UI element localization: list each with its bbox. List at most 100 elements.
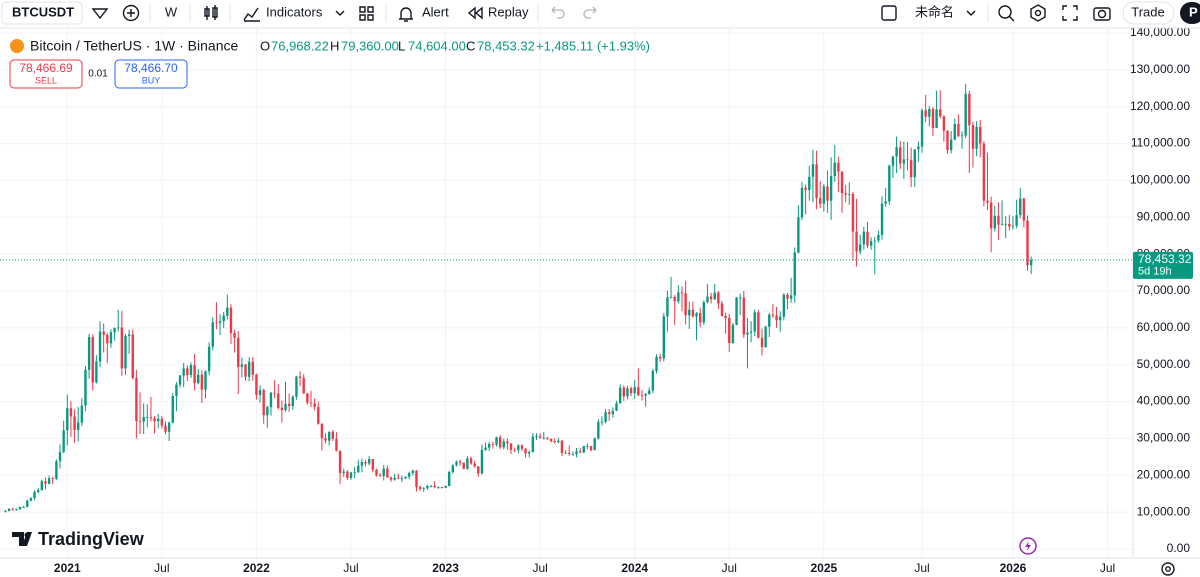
x-tick-label: Jul bbox=[914, 561, 929, 575]
fullscreen-icon[interactable] bbox=[1062, 5, 1078, 21]
trade-button-bg[interactable] bbox=[1122, 1, 1175, 25]
candle-body bbox=[269, 392, 273, 408]
candle-body bbox=[160, 418, 164, 426]
candle-body bbox=[251, 361, 254, 375]
candle-body bbox=[157, 418, 160, 422]
candle-body bbox=[11, 508, 14, 510]
candle-body bbox=[891, 156, 895, 166]
candle-body bbox=[517, 445, 520, 451]
indicators-icon[interactable] bbox=[243, 7, 260, 22]
layout-name[interactable]: 未命名 bbox=[915, 4, 954, 19]
symbol-search[interactable] bbox=[1, 1, 83, 25]
candle-body bbox=[138, 421, 142, 422]
candle-body bbox=[22, 506, 25, 508]
quick-search-icon[interactable] bbox=[998, 5, 1015, 22]
candle-body bbox=[971, 125, 975, 149]
candle-body bbox=[175, 384, 178, 397]
x-tick-label: Jul bbox=[343, 561, 358, 575]
profile-button[interactable]: P bbox=[1189, 4, 1198, 19]
y-tick-label: 70,000.00 bbox=[1137, 283, 1191, 297]
replay-icon[interactable] bbox=[467, 6, 483, 20]
candle-body bbox=[429, 485, 433, 487]
layouts-icon[interactable] bbox=[359, 6, 374, 21]
candle-body bbox=[193, 365, 196, 384]
symbol-title[interactable]: Bitcoin / TetherUS · 1W · Binance bbox=[30, 38, 238, 54]
y-tick-label: 60,000.00 bbox=[1137, 320, 1191, 334]
settings-icon[interactable] bbox=[1161, 562, 1175, 576]
ohlc-value: 76,968.22 bbox=[271, 38, 329, 53]
candle-body bbox=[557, 440, 560, 443]
candle-body bbox=[73, 416, 76, 430]
candle-body bbox=[218, 321, 222, 324]
lightning-button[interactable] bbox=[1019, 537, 1037, 555]
candle-body bbox=[302, 377, 305, 394]
candle-body bbox=[451, 465, 455, 472]
candle-body bbox=[848, 194, 851, 195]
candle-body bbox=[371, 459, 375, 470]
diamond-icon[interactable] bbox=[91, 8, 109, 20]
buy-label[interactable]: BUY bbox=[142, 75, 161, 85]
candle-body bbox=[273, 392, 276, 394]
chevron[interactable] bbox=[335, 10, 345, 16]
candle-body bbox=[768, 314, 771, 327]
compare-button[interactable] bbox=[122, 4, 140, 22]
candle-body bbox=[775, 315, 778, 321]
candle-body bbox=[491, 443, 495, 445]
replay-button[interactable]: Replay bbox=[488, 4, 529, 19]
candle-body bbox=[706, 296, 709, 303]
candle-body bbox=[571, 453, 575, 455]
buy-button[interactable]: 78,466.70 BUY bbox=[114, 59, 188, 89]
interval[interactable]: W bbox=[165, 4, 178, 19]
profile-button-bg[interactable] bbox=[1180, 2, 1200, 24]
candle-body bbox=[637, 387, 640, 396]
candle-body bbox=[884, 201, 887, 204]
chart-type-icon[interactable] bbox=[204, 5, 218, 20]
candle-body bbox=[364, 462, 367, 464]
sell-price[interactable]: 78,466.69 bbox=[19, 61, 73, 75]
candle-body bbox=[804, 187, 807, 191]
alert-icon[interactable] bbox=[399, 7, 413, 22]
candle-body bbox=[644, 394, 647, 396]
chevron[interactable] bbox=[966, 10, 976, 16]
candle-body bbox=[146, 417, 149, 418]
candle-body bbox=[724, 316, 727, 318]
layout-icon[interactable] bbox=[881, 5, 897, 21]
indicators-button[interactable]: Indicators bbox=[266, 4, 323, 19]
alert-button[interactable]: Alert bbox=[422, 4, 449, 19]
symbol-name[interactable]: BTCUSDT bbox=[12, 4, 74, 19]
buy-box[interactable] bbox=[114, 59, 188, 89]
sell-label[interactable]: SELL bbox=[35, 75, 57, 85]
toolbar-bg bbox=[0, 0, 1200, 28]
buy-price[interactable]: 78,466.70 bbox=[124, 61, 178, 75]
candle-body bbox=[851, 194, 855, 232]
trade-button[interactable]: Trade bbox=[1131, 4, 1164, 19]
candle-body bbox=[1019, 198, 1022, 216]
snapshot-icon[interactable] bbox=[1093, 7, 1111, 21]
candle-body bbox=[673, 296, 676, 302]
candle-body bbox=[964, 93, 967, 136]
sell-button[interactable]: 78,466.69 SELL bbox=[9, 59, 83, 89]
candle-body bbox=[342, 471, 345, 474]
candle-body bbox=[77, 422, 80, 430]
y-tick-label: 40,000.00 bbox=[1137, 394, 1191, 408]
candle-body bbox=[869, 241, 873, 246]
redo-icon[interactable] bbox=[583, 6, 597, 19]
candle-body bbox=[95, 361, 98, 383]
candle-body bbox=[484, 447, 487, 450]
countdown-label: 5d 19h bbox=[1138, 266, 1172, 278]
settings-button[interactable] bbox=[1030, 4, 1046, 22]
ohlc-value: 74,604.00 bbox=[408, 38, 466, 53]
candle-body bbox=[899, 147, 902, 164]
candle-body bbox=[247, 361, 251, 377]
candle-body bbox=[735, 297, 738, 325]
y-tick-label: 140,000.00 bbox=[1130, 25, 1190, 39]
candle-body bbox=[975, 126, 978, 149]
quantity[interactable]: 0.01 bbox=[88, 69, 108, 80]
undo-icon[interactable] bbox=[551, 6, 565, 19]
candle-body bbox=[109, 332, 113, 344]
sell-box[interactable] bbox=[9, 59, 83, 89]
candle-body bbox=[26, 500, 29, 507]
candle-body bbox=[437, 487, 440, 488]
candle-body bbox=[502, 441, 505, 448]
candle-body bbox=[91, 337, 94, 383]
